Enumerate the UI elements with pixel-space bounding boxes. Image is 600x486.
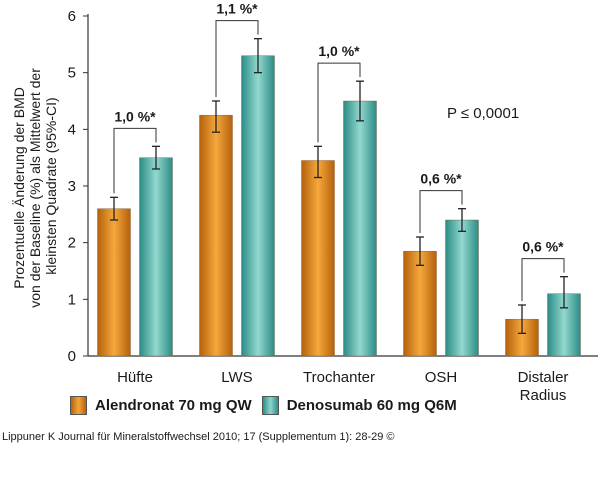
y-axis-label-line-2: von der Baseline (%) als Mittelwert der (27, 68, 43, 308)
category-label: Trochanter (303, 369, 375, 386)
category-label-line: Distaler (518, 369, 569, 386)
difference-bracket (215, 20, 259, 97)
source-citation: Lippuner K Journal für Mineralstoffwechs… (2, 431, 395, 443)
category-label: Hüfte (117, 369, 153, 386)
category-label: Distaler Radius (518, 369, 569, 400)
bar-alendronat (403, 250, 437, 357)
bar-alendronat (301, 160, 335, 357)
difference-bracket (419, 190, 463, 233)
difference-bracket (521, 258, 565, 301)
difference-label: 0,6 %* (522, 239, 564, 255)
difference-label: 1,0 %* (318, 43, 360, 59)
annotations: 1,0 %* 1,1 %* 1,0 %* 0,6 %* 0,6 %* (113, 1, 565, 301)
y-tick-label: 3 (68, 178, 76, 195)
bars (97, 38, 581, 357)
y-tick-label: 0 (68, 348, 76, 365)
difference-bracket (113, 127, 157, 194)
y-tick-label: 6 (68, 8, 76, 25)
difference-label: 0,6 %* (420, 171, 462, 187)
legend-label-denosumab: Denosumab 60 mg Q6M (286, 397, 457, 414)
bar-denosumab (445, 219, 479, 357)
bmd-bar-chart: Prozentuelle Änderung der BMD von der Ba… (11, 1, 598, 400)
category-label: OSH (425, 369, 458, 386)
y-tick-label: 1 (68, 291, 76, 308)
category-labels: Hüfte LWS Trochanter OSH Distaler Radius (117, 369, 568, 400)
y-axis-label-line-1: Prozentuelle Änderung der BMD (11, 87, 27, 289)
legend-item-denosumab: Denosumab 60 mg Q6M (261, 396, 457, 415)
legend-swatch-alendronat (70, 396, 87, 415)
y-tick-label: 2 (68, 235, 76, 252)
category-label-line: OSH (425, 369, 458, 386)
difference-label: 1,0 %* (114, 108, 156, 124)
bar-denosumab (139, 157, 173, 357)
category-label-line: Radius (520, 387, 567, 400)
difference-label: 1,1 %* (216, 1, 258, 17)
category-label-line: Trochanter (303, 369, 375, 386)
category-label-line: Hüfte (117, 369, 153, 386)
legend-swatch-denosumab (261, 396, 279, 415)
y-axis-label-line-3: kleinsten Quadrate (95%-CI) (43, 97, 59, 274)
y-tick-label: 5 (68, 65, 76, 82)
legend: Alendronat 70 mg QW Denosumab 60 mg Q6M (70, 396, 457, 415)
difference-bracket (317, 62, 361, 143)
y-tick-label: 4 (68, 121, 76, 138)
category-label-line: LWS (221, 369, 252, 386)
legend-item-alendronat: Alendronat 70 mg QW (70, 396, 252, 415)
bar-denosumab (343, 100, 377, 357)
bar-alendronat (199, 114, 233, 357)
bar-denosumab (241, 55, 275, 357)
legend-label-alendronat: Alendronat 70 mg QW (95, 397, 252, 414)
bar-alendronat (97, 208, 131, 357)
p-value-label: P ≤ 0,0001 (447, 105, 519, 122)
y-axis-label: Prozentuelle Änderung der BMD von der Ba… (11, 64, 59, 308)
category-label: LWS (221, 369, 252, 386)
